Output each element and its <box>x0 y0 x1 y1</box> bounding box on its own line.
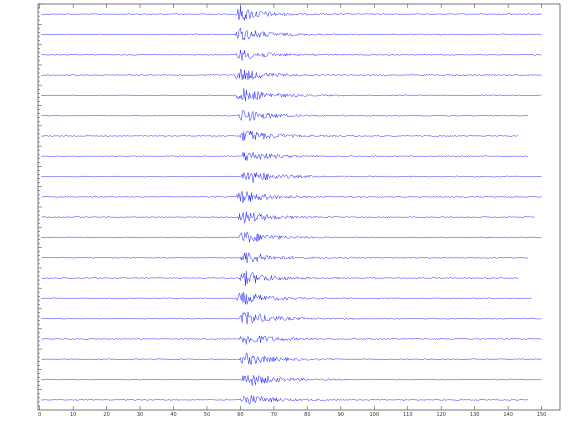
trace <box>41 335 542 345</box>
x-tick-label: 140 <box>503 412 513 418</box>
trace <box>41 352 542 365</box>
trace <box>41 211 536 224</box>
x-tick-label: 70 <box>271 412 277 418</box>
trace <box>41 311 542 325</box>
trace <box>41 190 542 204</box>
trace <box>41 109 529 122</box>
x-tick-label: 30 <box>137 412 143 418</box>
x-tick-label: 130 <box>470 412 480 418</box>
x-tick-label: 90 <box>338 412 344 418</box>
trace <box>41 88 542 102</box>
trace <box>41 292 532 305</box>
x-tick-label: 120 <box>436 412 446 418</box>
trace <box>41 152 529 161</box>
trace <box>41 251 529 263</box>
trace <box>41 171 542 183</box>
trace <box>41 374 542 386</box>
x-tick-label: 150 <box>537 412 547 418</box>
trace <box>41 27 542 41</box>
x-tick-label: 100 <box>370 412 380 418</box>
x-tick-label: 80 <box>304 412 310 418</box>
x-tick-label: 10 <box>70 412 76 418</box>
x-tick-label: 0 <box>38 412 41 418</box>
trace <box>41 130 519 141</box>
x-tick-label: 20 <box>103 412 109 418</box>
trace <box>41 49 542 61</box>
trace <box>41 68 542 81</box>
trace <box>41 6 542 21</box>
trace <box>41 270 519 286</box>
x-tick-label: 40 <box>170 412 176 418</box>
x-tick-label: 50 <box>204 412 210 418</box>
plot-frame <box>37 3 561 411</box>
trace <box>41 395 529 405</box>
x-tick-label: 60 <box>237 412 243 418</box>
x-tick-label: 110 <box>403 412 413 418</box>
trace <box>41 231 542 243</box>
